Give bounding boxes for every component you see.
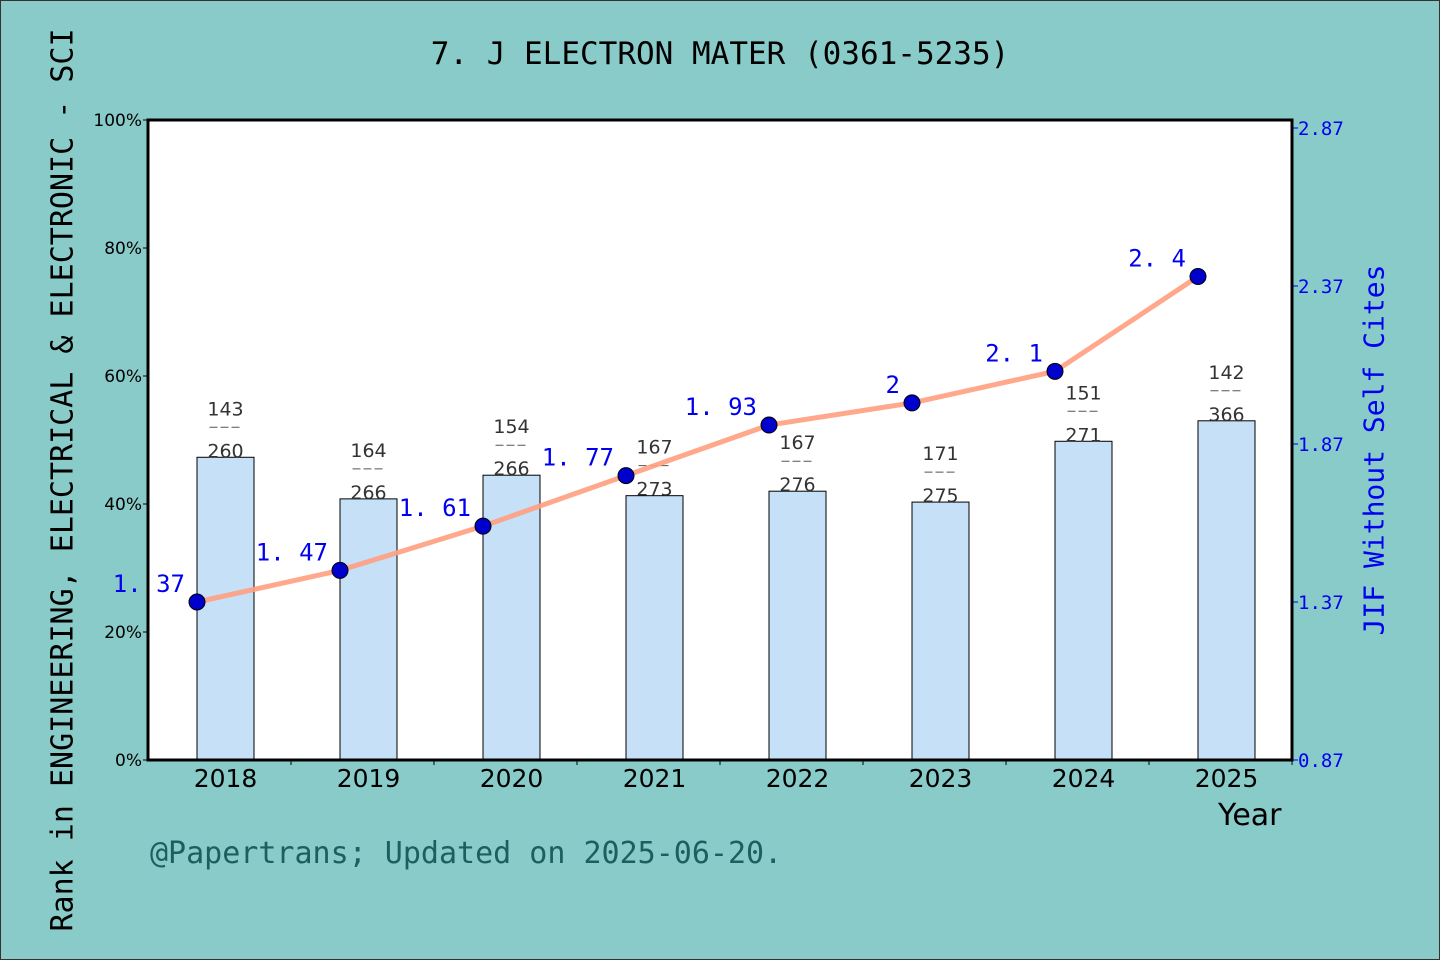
rank-numerator: 151 — [1065, 382, 1101, 404]
y-tick-label: 20% — [104, 623, 142, 643]
rank-denominator: 260 — [207, 440, 243, 462]
jif-value-label: 1. 93 — [685, 393, 757, 421]
y-tick-label: 0% — [115, 751, 142, 771]
rank-numerator: 171 — [922, 443, 958, 465]
y-tick-label: 40% — [104, 495, 142, 515]
x-tick-label: 2025 — [1195, 764, 1259, 793]
jif-point — [760, 416, 778, 434]
jif-point — [617, 467, 635, 485]
jif-value-label: 2. 4 — [1128, 245, 1186, 273]
rank-denominator: 273 — [636, 479, 672, 501]
x-tick-label: 2023 — [909, 764, 973, 793]
x-tick-label: 2020 — [480, 764, 544, 793]
jif-point — [188, 593, 206, 611]
rank-denominator: 275 — [922, 485, 958, 507]
y2-tick-label: 2.37 — [1298, 276, 1344, 298]
bar — [768, 490, 827, 761]
footer-note: @Papertrans; Updated on 2025-06-20. — [150, 836, 783, 871]
jif-value-label: 1. 47 — [256, 538, 328, 566]
y-tick-label: 80% — [104, 239, 142, 259]
x-tick-label: 2024 — [1052, 764, 1116, 793]
bar — [911, 501, 970, 761]
rank-numerator: 143 — [207, 398, 243, 420]
jif-point — [1189, 268, 1207, 286]
y2-tick-label: 1.87 — [1298, 434, 1344, 456]
rank-denominator: 266 — [493, 458, 529, 480]
y-tick-label: 100% — [93, 111, 142, 131]
x-tick-label: 2019 — [337, 764, 401, 793]
rank-numerator: 142 — [1208, 362, 1244, 384]
rank-numerator: 164 — [350, 440, 386, 462]
jif-line — [196, 274, 1200, 605]
y2-tick-label: 1.37 — [1298, 592, 1344, 614]
rank-numerator: 167 — [636, 437, 672, 459]
jif-value-label: 2 — [886, 371, 900, 399]
chart-title: 7. J ELECTRON MATER (0361-5235) — [430, 36, 1010, 72]
rank-denominator: 366 — [1208, 404, 1244, 426]
jif-value-label: 2. 1 — [985, 339, 1043, 367]
jif-point — [1046, 362, 1064, 380]
rank-numerator: 154 — [493, 416, 529, 438]
jif-point — [474, 517, 492, 535]
y2-tick-label: 0.87 — [1298, 750, 1344, 772]
bar — [1054, 440, 1113, 761]
jif-value-label: 1. 61 — [399, 494, 471, 522]
x-tick-label: 2021 — [623, 764, 687, 793]
jif-point — [331, 561, 349, 579]
bar — [1197, 420, 1256, 761]
rank-denominator: 266 — [350, 482, 386, 504]
x-tick-label: 2018 — [194, 764, 258, 793]
rank-numerator: 167 — [779, 432, 815, 454]
rank-denominator: 271 — [1065, 424, 1101, 446]
bar — [339, 498, 398, 761]
y-tick-label: 60% — [104, 367, 142, 387]
x-tick-label: 2022 — [766, 764, 830, 793]
bar — [625, 495, 684, 761]
bar — [196, 456, 255, 761]
jif-value-label: 1. 77 — [542, 444, 614, 472]
rank-denominator: 276 — [779, 474, 815, 496]
y2-tick-label: 2.87 — [1298, 118, 1344, 140]
plot-border — [146, 118, 1294, 762]
jif-point — [903, 394, 921, 412]
x-axis-label: Year — [1218, 798, 1282, 833]
